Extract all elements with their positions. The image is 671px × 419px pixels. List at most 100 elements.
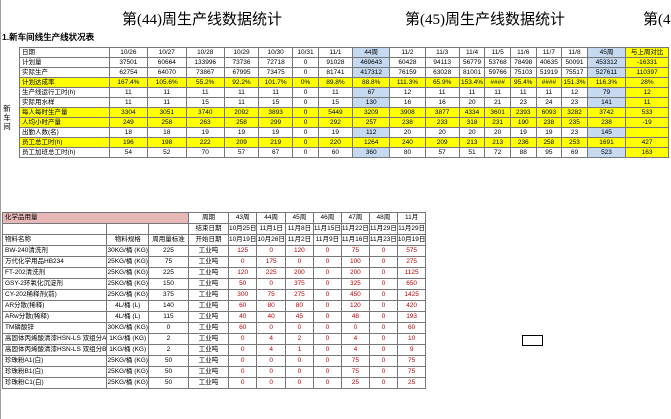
chemical-value-cell[interactable]: 40 [256,311,286,323]
chemical-header-cell[interactable]: 物料名称 [1,234,108,246]
production-cell[interactable]: 235 [561,117,588,128]
production-row-label[interactable]: 实际生产 [19,67,110,78]
chemical-value-cell[interactable]: 175 [256,256,286,268]
production-cell[interactable]: 19 [185,127,225,138]
chemical-std-cell[interactable]: 140 [147,300,189,312]
production-cell[interactable]: 523 [586,147,627,158]
chemical-value-cell[interactable]: 45 [284,311,314,323]
chemical-spec-cell[interactable]: 4L/桶 (L) [106,300,149,312]
production-cell[interactable]: 79 [586,87,627,98]
production-cell[interactable]: 3877 [424,107,460,118]
chemical-value-cell[interactable]: 0 [312,289,342,301]
production-row-label[interactable]: 计划达成率 [19,77,110,88]
production-cell[interactable]: 4334 [458,107,486,118]
production-cell[interactable]: 469643 [351,57,391,68]
production-cell[interactable]: 11 [258,87,294,98]
chemical-value-cell[interactable]: 75 [396,355,427,367]
production-cell[interactable]: 3051 [147,107,187,118]
chemical-value-cell[interactable]: 420 [396,300,427,312]
production-cell[interactable]: 16 [424,97,460,108]
chemical-name-cell[interactable]: CY-202稀释剂(前) [1,289,108,301]
chemical-value-cell[interactable]: 120 [284,245,314,257]
production-cell[interactable]: 153.4% [458,77,486,88]
production-row-label[interactable]: 生产线运行工时(h) [19,87,110,98]
chemical-value-cell[interactable]: 0 [368,278,398,290]
production-cell[interactable]: 3282 [561,107,588,118]
chemical-name-cell[interactable]: AR分散(稀释) [1,300,108,312]
production-cell[interactable]: 151.3% [561,77,588,88]
production-cell[interactable]: 50091 [561,57,588,68]
production-cell[interactable]: 427 [625,137,669,148]
production-cell[interactable]: 527611 [586,67,627,78]
production-cell[interactable]: 19 [535,127,563,138]
chemical-value-cell[interactable]: 80 [284,300,314,312]
production-header-cell[interactable]: 11/2 [389,47,426,58]
production-cell[interactable]: 3742 [586,107,627,118]
production-header-cell[interactable]: 日期 [19,47,110,58]
chemical-unit-cell[interactable]: 工业吨 [187,256,229,268]
chemical-header-cell[interactable]: 10月19日 [396,234,427,246]
production-cell[interactable]: 220 [317,137,354,148]
production-cell[interactable]: 16 [389,97,426,108]
chemical-value-cell[interactable]: 0 [368,245,398,257]
production-cell[interactable]: -19 [625,117,669,128]
chemical-value-cell[interactable]: 0 [368,377,398,389]
production-cell[interactable] [625,127,669,138]
chemical-value-cell[interactable]: 80 [256,300,286,312]
selected-cell[interactable] [522,335,543,346]
chemical-value-cell[interactable]: 50 [227,278,258,290]
production-cell[interactable]: 81741 [317,67,354,78]
production-cell[interactable]: 318 [458,117,486,128]
chemical-unit-cell[interactable]: 工业吨 [187,377,229,389]
production-header-cell[interactable]: 10/28 [185,47,225,58]
production-cell[interactable]: 75517 [561,67,588,78]
production-cell[interactable]: 73867 [185,67,225,78]
chemical-value-cell[interactable]: 0 [256,245,286,257]
chemical-spec-cell[interactable]: 25KG/桶 (KG) [106,377,149,389]
production-cell[interactable]: #### [484,77,511,88]
production-cell[interactable]: 213 [458,137,486,148]
production-cell[interactable]: 231 [484,117,511,128]
production-cell[interactable]: 72718 [258,57,294,68]
chemical-value-cell[interactable]: 0 [312,300,342,312]
chemical-value-cell[interactable]: 0 [256,278,286,290]
chemical-std-cell[interactable]: 50 [147,366,189,378]
production-header-cell[interactable]: 11/1 [317,47,354,58]
chemical-value-cell[interactable]: 1425 [396,289,427,301]
production-cell[interactable]: 73736 [223,57,260,68]
production-cell[interactable]: 263 [185,117,225,128]
production-header-cell[interactable]: 10/31 [292,47,319,58]
chemical-header-cell[interactable]: 10月26日 [256,234,286,246]
production-cell[interactable]: 453312 [586,57,627,68]
production-cell[interactable]: 60 [317,147,354,158]
chemical-value-cell[interactable]: 0 [256,377,286,389]
chemical-value-cell[interactable]: 60 [396,322,427,334]
chemical-value-cell[interactable]: 650 [396,278,427,290]
chemical-value-cell[interactable]: 0 [368,355,398,367]
production-cell[interactable]: 533 [625,107,669,118]
chemical-spec-cell[interactable]: 25KG/桶 (KG) [106,355,149,367]
chemical-value-cell[interactable]: 0 [227,344,258,356]
production-row-label[interactable]: 计划量 [19,57,110,68]
chemical-value-cell[interactable]: 75 [256,289,286,301]
chemical-value-cell[interactable]: 200 [340,267,370,279]
chemical-value-cell[interactable]: 0 [227,377,258,389]
chemical-value-cell[interactable]: 0 [368,322,398,334]
chemical-value-cell[interactable]: 60 [227,300,258,312]
production-cell[interactable]: 12 [561,87,588,98]
chemical-value-cell[interactable]: 0 [368,289,398,301]
production-cell[interactable]: 55.2% [185,77,225,88]
production-cell[interactable]: 15 [317,97,354,108]
production-cell[interactable]: 12 [625,87,669,98]
chemical-name-cell[interactable]: 万代化学用品HB234 [1,256,108,268]
chemical-unit-cell[interactable]: 工业吨 [187,333,229,345]
chemical-value-cell[interactable]: 450 [340,289,370,301]
production-cell[interactable]: 133996 [185,57,225,68]
production-cell[interactable]: 222 [185,137,225,148]
chemical-unit-cell[interactable]: 工业吨 [187,322,229,334]
chemical-value-cell[interactable]: 75 [340,366,370,378]
chemical-spec-cell[interactable]: 25KG/桶 (KG) [106,267,149,279]
production-cell[interactable]: 20 [458,127,486,138]
production-cell[interactable]: 20 [458,97,486,108]
chemical-value-cell[interactable]: 0 [284,377,314,389]
